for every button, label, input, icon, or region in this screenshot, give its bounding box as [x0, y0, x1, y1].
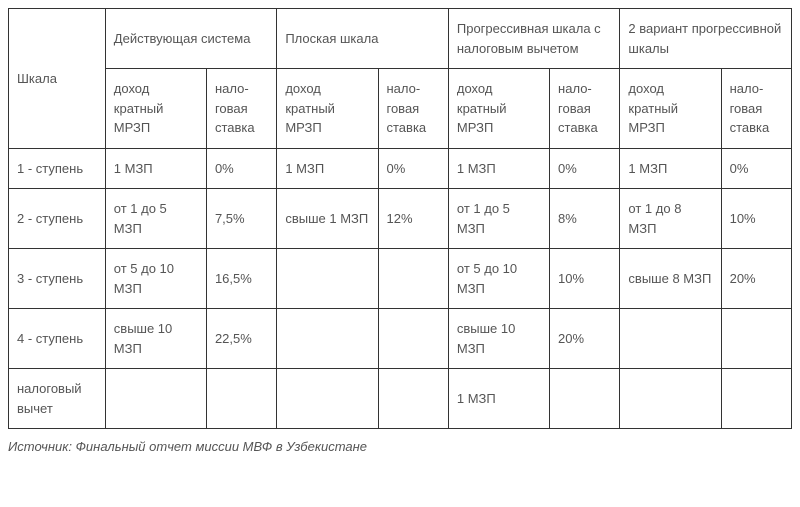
cell: [206, 369, 276, 429]
row-label: 4 - ступень: [9, 309, 106, 369]
cell: 1 МЗП: [448, 369, 549, 429]
cell: [105, 369, 206, 429]
table-row: 1 - ступень 1 МЗП 0% 1 МЗП 0% 1 МЗП 0% 1…: [9, 148, 792, 189]
subheader-income-3: доход кратный МРЗП: [620, 69, 721, 149]
cell: 1 МЗП: [448, 148, 549, 189]
source-note: Источник: Финальный отчет миссии МВФ в У…: [8, 439, 792, 454]
table-header-row-1: Шкала Действующая система Плоская шкала …: [9, 9, 792, 69]
row-label: 1 - ступень: [9, 148, 106, 189]
cell: 0%: [206, 148, 276, 189]
cell: 0%: [721, 148, 791, 189]
cell: от 5 до 10 МЗП: [105, 249, 206, 309]
tax-scale-table: Шкала Действующая система Плоская шкала …: [8, 8, 792, 429]
cell: [277, 309, 378, 369]
cell: [378, 369, 448, 429]
cell: от 5 до 10 МЗП: [448, 249, 549, 309]
cell: 22,5%: [206, 309, 276, 369]
cell: 0%: [550, 148, 620, 189]
cell: 1 МЗП: [620, 148, 721, 189]
subheader-rate-0: нало-говая ставка: [206, 69, 276, 149]
cell: [378, 249, 448, 309]
cell: [721, 369, 791, 429]
subheader-income-1: доход кратный МРЗП: [277, 69, 378, 149]
header-scale: Шкала: [9, 9, 106, 149]
header-system-1: Плоская шкала: [277, 9, 449, 69]
table-row: 2 - ступень от 1 до 5 МЗП 7,5% свыше 1 М…: [9, 189, 792, 249]
cell: [378, 309, 448, 369]
cell: [277, 249, 378, 309]
cell: 16,5%: [206, 249, 276, 309]
cell: [620, 309, 721, 369]
cell: свыше 8 МЗП: [620, 249, 721, 309]
cell: 20%: [721, 249, 791, 309]
subheader-rate-1: нало-говая ставка: [378, 69, 448, 149]
cell: 20%: [550, 309, 620, 369]
cell: 1 МЗП: [105, 148, 206, 189]
cell: [721, 309, 791, 369]
cell: 7,5%: [206, 189, 276, 249]
cell: 10%: [721, 189, 791, 249]
cell: [620, 369, 721, 429]
table-body: 1 - ступень 1 МЗП 0% 1 МЗП 0% 1 МЗП 0% 1…: [9, 148, 792, 429]
subheader-income-2: доход кратный МРЗП: [448, 69, 549, 149]
table-row: 4 - ступень свыше 10 МЗП 22,5% свыше 10 …: [9, 309, 792, 369]
header-system-3: 2 вариант прогрессивной шкалы: [620, 9, 792, 69]
subheader-rate-3: нало-говая ставка: [721, 69, 791, 149]
cell: 12%: [378, 189, 448, 249]
cell: от 1 до 5 МЗП: [448, 189, 549, 249]
cell: [550, 369, 620, 429]
cell: свыше 10 МЗП: [105, 309, 206, 369]
cell: 8%: [550, 189, 620, 249]
cell: 0%: [378, 148, 448, 189]
table-header-row-2: доход кратный МРЗП нало-говая ставка дох…: [9, 69, 792, 149]
row-label: 2 - ступень: [9, 189, 106, 249]
subheader-rate-2: нало-говая ставка: [550, 69, 620, 149]
cell: 1 МЗП: [277, 148, 378, 189]
cell: свыше 1 МЗП: [277, 189, 378, 249]
table-row: 3 - ступень от 5 до 10 МЗП 16,5% от 5 до…: [9, 249, 792, 309]
cell: [277, 369, 378, 429]
cell: от 1 до 8 МЗП: [620, 189, 721, 249]
header-system-2: Прогрессивная шкала с налоговым вычетом: [448, 9, 620, 69]
row-label: 3 - ступень: [9, 249, 106, 309]
subheader-income-0: доход кратный МРЗП: [105, 69, 206, 149]
table-row: налоговый вычет 1 МЗП: [9, 369, 792, 429]
cell: свыше 10 МЗП: [448, 309, 549, 369]
cell: 10%: [550, 249, 620, 309]
row-label: налоговый вычет: [9, 369, 106, 429]
cell: от 1 до 5 МЗП: [105, 189, 206, 249]
header-system-0: Действующая система: [105, 9, 277, 69]
